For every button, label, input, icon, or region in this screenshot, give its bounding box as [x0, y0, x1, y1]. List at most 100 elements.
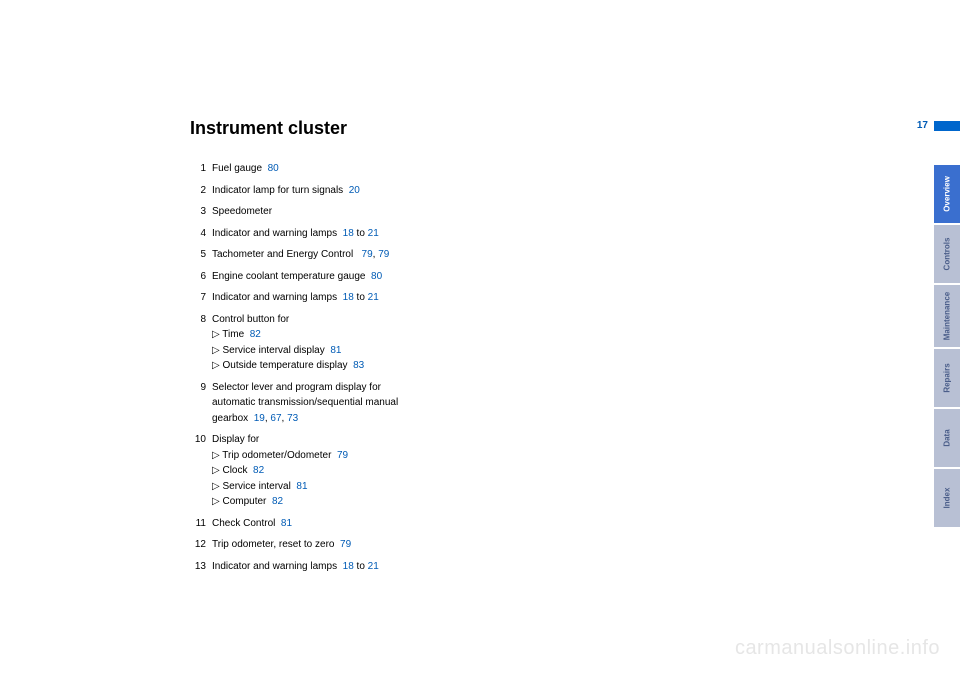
list-item: 13Indicator and warning lamps 18 to 21	[190, 559, 410, 575]
side-tabs: Overview Controls Maintenance Repairs Data In…	[934, 165, 960, 529]
item-tail: to	[354, 228, 368, 239]
page-ref[interactable]: 81	[281, 518, 292, 529]
item-text: Control button for	[212, 314, 289, 325]
triangle-icon: ▷	[212, 329, 220, 340]
item-text: Engine coolant temperature gauge	[212, 271, 365, 282]
sub-item: ▷ Trip odometer/Odometer 79	[212, 450, 348, 461]
numbered-list: 1 Fuel gauge 80 2 Indicator lamp for turn s…	[190, 161, 620, 574]
tab-controls[interactable]: Controls	[934, 225, 960, 283]
triangle-icon: ▷	[212, 496, 220, 507]
tab-data[interactable]: Data	[934, 409, 960, 467]
triangle-icon: ▷	[212, 481, 220, 492]
triangle-icon: ▷	[212, 450, 220, 461]
list-item: 11 Check Control 81	[190, 516, 410, 532]
triangle-icon: ▷	[212, 465, 220, 476]
item-number: 3	[190, 204, 206, 220]
item-number: 6	[190, 269, 206, 285]
item-text: Indicator and warning lamps	[212, 228, 337, 239]
page-number-bar	[934, 121, 960, 131]
tab-repairs[interactable]: Repairs	[934, 349, 960, 407]
item-number: 9	[190, 380, 206, 396]
page-ref[interactable]: 82	[250, 329, 261, 340]
sub-item: ▷ Service interval 81	[212, 481, 308, 492]
item-body: Indicator lamp for turn signals 20	[212, 183, 402, 199]
page-ref[interactable]: 21	[368, 292, 379, 303]
item-number: 4	[190, 226, 206, 242]
page-ref[interactable]: 18	[343, 292, 354, 303]
list-item: 4 Indicator and warning lamps 18 to 21	[190, 226, 410, 242]
page-ref[interactable]: 80	[268, 163, 279, 174]
tab-overview[interactable]: Overview	[934, 165, 960, 223]
page-number: 17	[917, 120, 928, 131]
sub-item: ▷ Computer 82	[212, 496, 283, 507]
page-ref[interactable]: 81	[330, 345, 341, 356]
page-number-wrap: 17	[917, 120, 960, 131]
item-body: Engine coolant temperature gauge 80	[212, 269, 402, 285]
triangle-icon: ▷	[212, 345, 220, 356]
page-ref[interactable]: 21	[368, 561, 379, 572]
sub-item: ▷ Time 82	[212, 329, 261, 340]
item-body: Check Control 81	[212, 516, 402, 532]
list-item: 9 Selector lever and program display for …	[190, 380, 410, 427]
item-number: 12	[190, 537, 206, 553]
page-ref[interactable]: 82	[272, 496, 283, 507]
page-ref[interactable]: 21	[368, 228, 379, 239]
tab-label: Controls	[943, 238, 952, 271]
page-ref[interactable]: 79	[362, 249, 373, 260]
item-body: Control button for▷ Time 82▷ Service int…	[212, 312, 402, 374]
list-item: 7Indicator and warning lamps 18 to 21	[190, 290, 410, 306]
item-number: 11	[190, 516, 206, 532]
list-item: 6 Engine coolant temperature gauge 80	[190, 269, 410, 285]
page-ref[interactable]: 79	[337, 450, 348, 461]
item-number: 8	[190, 312, 206, 328]
item-body: Fuel gauge 80	[212, 161, 402, 177]
item-text: Tachometer and Energy Control	[212, 249, 356, 260]
item-number: 10	[190, 432, 206, 448]
page-ref[interactable]: 18	[343, 228, 354, 239]
watermark: carmanualsonline.info	[735, 637, 940, 660]
item-text: Display for	[212, 434, 259, 445]
tab-label: Maintenance	[943, 292, 952, 340]
item-text: Speedometer	[212, 206, 272, 217]
item-number: 2	[190, 183, 206, 199]
item-body: Selector lever and program display for a…	[212, 380, 402, 427]
item-text: Indicator and warning lamps	[212, 292, 337, 303]
tab-maintenance[interactable]: Maintenance	[934, 285, 960, 347]
page-ref[interactable]: 73	[287, 413, 298, 424]
item-text: Indicator and warning lamps	[212, 561, 337, 572]
item-body: Display for ▷ Trip odometer/Odometer 79 ▷ …	[212, 432, 402, 510]
item-text: Indicator lamp for turn signals	[212, 185, 343, 196]
page-ref[interactable]: 83	[353, 360, 364, 371]
page-ref[interactable]: 18	[343, 561, 354, 572]
list-item: 8Control button for▷ Time 82▷ Service in…	[190, 312, 410, 374]
sub-item: ▷ Clock 82	[212, 465, 264, 476]
item-text: Check Control	[212, 518, 275, 529]
item-tail: to	[354, 561, 368, 572]
page-ref[interactable]: 19	[254, 413, 265, 424]
sub-item: ▷ Outside temperature display 83	[212, 360, 364, 371]
page-ref[interactable]: 20	[349, 185, 360, 196]
page-ref[interactable]: 82	[253, 465, 264, 476]
tab-label: Overview	[943, 176, 952, 212]
item-text: Fuel gauge	[212, 163, 262, 174]
item-body: Indicator and warning lamps 18 to 21	[212, 290, 402, 306]
item-body: Trip odometer, reset to zero 79	[212, 537, 402, 553]
list-item: 3 Speedometer	[190, 204, 410, 220]
tab-index[interactable]: Index	[934, 469, 960, 527]
page-ref[interactable]: 80	[371, 271, 382, 282]
tab-label: Repairs	[943, 363, 952, 392]
page-ref[interactable]: 79	[340, 539, 351, 550]
list-item: 1 Fuel gauge 80	[190, 161, 410, 177]
list-item: 10 Display for ▷ Trip odometer/Odometer 79…	[190, 432, 410, 510]
page-ref[interactable]: 81	[296, 481, 307, 492]
item-body: Speedometer	[212, 204, 402, 220]
page-title: Instrument cluster	[190, 118, 620, 139]
page-ref[interactable]: 67	[270, 413, 281, 424]
triangle-icon: ▷	[212, 360, 220, 371]
tab-label: Index	[943, 488, 952, 509]
item-text: Selector lever and program display for a…	[212, 382, 398, 424]
page-ref[interactable]: 79	[378, 249, 389, 260]
list-item: 12 Trip odometer, reset to zero 79	[190, 537, 410, 553]
item-number: 1	[190, 161, 206, 177]
item-body: Indicator and warning lamps 18 to 21	[212, 226, 402, 242]
